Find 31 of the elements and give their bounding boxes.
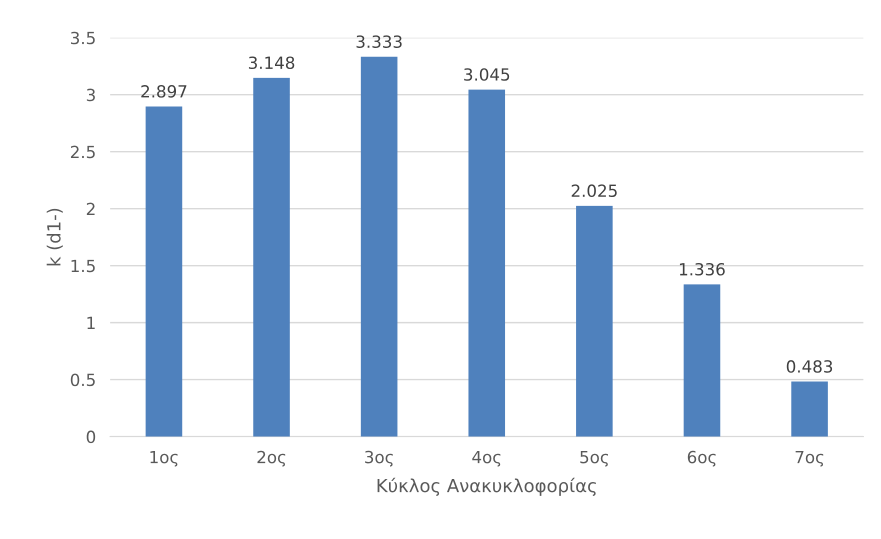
bar bbox=[576, 206, 613, 437]
x-tick-label: 5ος bbox=[580, 450, 608, 467]
data-label: 2.025 bbox=[572, 184, 617, 198]
y-tick-label: 0 bbox=[86, 430, 96, 444]
y-tick-label: 3.5 bbox=[71, 32, 95, 44]
y-tick-label: 3 bbox=[86, 88, 95, 102]
data-label: 3.148 bbox=[248, 56, 294, 70]
bar bbox=[684, 284, 720, 437]
x-tick-label: 7ος bbox=[796, 450, 824, 467]
x-axis-title: Κύκλος Ανακυκλοφορίας bbox=[378, 478, 596, 496]
bar bbox=[468, 90, 506, 437]
x-tick-label: 4ος bbox=[472, 450, 500, 467]
x-tick-label: 2ος bbox=[257, 450, 286, 467]
bar bbox=[791, 382, 828, 437]
bar bbox=[360, 56, 398, 437]
y-tick-label: 0.5 bbox=[70, 374, 95, 386]
x-tick-label: 6ος bbox=[688, 450, 716, 467]
bar bbox=[253, 78, 290, 437]
data-label: 3.045 bbox=[464, 68, 510, 81]
x-tick-label: 3ος bbox=[365, 450, 393, 467]
data-label: 0.483 bbox=[786, 360, 832, 373]
y-tick-label: 1.5 bbox=[72, 260, 95, 272]
data-label: 3.333 bbox=[356, 35, 402, 48]
x-tick-label: 1ος bbox=[150, 450, 178, 467]
y-tick-label: 2 bbox=[86, 202, 95, 215]
y-axis-title: k (d1-) bbox=[46, 208, 63, 266]
y-tick-label: 2.5 bbox=[70, 146, 95, 158]
bar bbox=[146, 106, 182, 437]
data-label: 1.336 bbox=[680, 262, 725, 276]
data-label: 2.897 bbox=[141, 85, 186, 98]
y-tick-label: 1 bbox=[87, 316, 95, 329]
